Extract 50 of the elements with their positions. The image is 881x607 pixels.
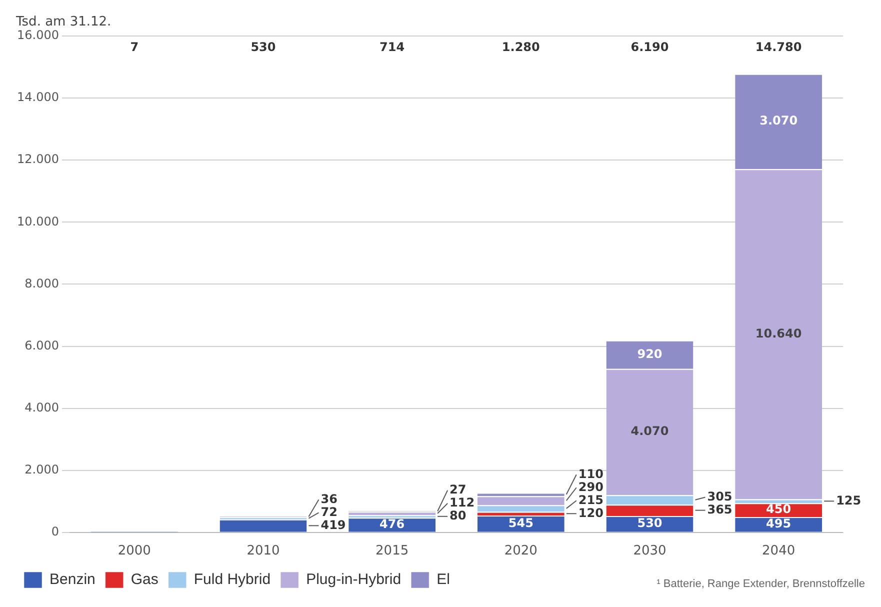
x-tick-label: 2020 (504, 544, 538, 559)
data-label: 4.070 (630, 424, 669, 438)
data-label: 476 (380, 516, 405, 531)
y-tick-label: 14.000 (16, 90, 59, 104)
x-tick-label: 2015 (376, 544, 409, 559)
y-tick-label: 8.000 (24, 276, 59, 290)
data-label: 365 (707, 502, 732, 516)
x-tick-label: 2030 (633, 544, 666, 559)
data-label: 450 (766, 502, 792, 516)
legend-label: Gas (130, 571, 158, 588)
data-label: 112 (450, 496, 475, 510)
x-tick-label: 2040 (762, 544, 796, 559)
data-label: 120 (578, 506, 604, 520)
data-label: 10.640 (755, 326, 802, 340)
data-label: 920 (637, 346, 662, 361)
text: ¹ Batterie, Range Extender, Brennstoffzelle (656, 578, 865, 590)
y-tick-label: 12.000 (16, 152, 59, 166)
data-label: 125 (836, 493, 862, 508)
annotation: 1.280 (502, 40, 540, 54)
data-label: 3.070 (760, 114, 798, 128)
legend-label: Benzin (50, 571, 96, 588)
legend-label: Fuld Hybrid (194, 571, 271, 588)
annotation: 6.190 (630, 40, 669, 54)
data-label: 305 (707, 489, 732, 504)
data-label: 495 (766, 516, 792, 531)
y-tick-label: 4.000 (24, 400, 59, 414)
y-tick-label: 10.000 (16, 214, 59, 228)
data-label: 80 (450, 508, 466, 523)
y-tick-label: 2.000 (24, 462, 59, 476)
annotation: 7 (130, 40, 139, 54)
data-label: 110 (578, 466, 604, 481)
legend-label: Plug-in-Hybrid (306, 571, 402, 588)
annotation: 14.780 (755, 40, 802, 54)
annotation: 714 (380, 40, 405, 54)
data-label: 27 (450, 482, 466, 497)
y-tick-label: 0 (51, 524, 59, 539)
x-tick-label: 2010 (246, 544, 280, 559)
data-label: 72 (320, 504, 338, 519)
data-label: 290 (578, 480, 604, 494)
x-tick-label: 2000 (118, 544, 151, 559)
y-tick-label: 16.000 (16, 28, 59, 42)
legend-label: El (436, 571, 450, 588)
data-label: 545 (508, 516, 534, 530)
data-label: 530 (637, 516, 662, 530)
y-axis-title: Tsd. am 31.12. (15, 14, 112, 30)
annotation: 530 (250, 40, 276, 54)
data-label: 419 (320, 518, 346, 532)
data-label: 36 (320, 492, 338, 506)
data-label: 215 (578, 492, 604, 507)
y-tick-label: 6.000 (24, 338, 59, 352)
